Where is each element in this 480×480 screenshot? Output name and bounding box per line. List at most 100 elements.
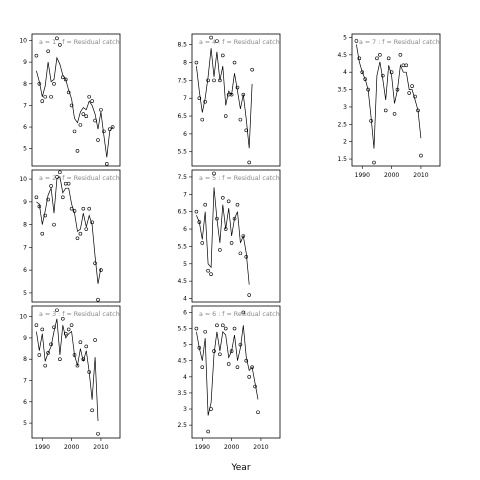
data-point — [218, 352, 222, 357]
y-tick-label: 5 — [183, 342, 187, 349]
data-point — [369, 119, 373, 123]
data-point — [209, 35, 213, 40]
data-point — [241, 92, 246, 97]
data-point — [375, 56, 379, 61]
panel-label: a = 2 : f = Residual catch — [39, 175, 120, 182]
y-tick-label: 4.5 — [177, 278, 187, 285]
data-point — [194, 326, 199, 331]
data-point — [250, 365, 254, 369]
data-point — [194, 60, 199, 65]
data-point — [197, 346, 202, 350]
data-point — [404, 63, 409, 68]
data-point — [244, 128, 249, 133]
data-point — [102, 129, 106, 134]
data-point — [93, 118, 97, 123]
y-tick-label: 10 — [19, 314, 27, 321]
data-point — [87, 94, 91, 99]
data-point — [232, 60, 237, 65]
data-point — [247, 160, 251, 165]
data-point — [200, 241, 205, 245]
data-point — [60, 75, 65, 80]
y-tick-label: 5 — [343, 34, 347, 41]
y-tick-label: 10 — [19, 176, 27, 183]
data-point — [378, 53, 382, 57]
data-point — [221, 195, 225, 200]
x-tick-label: 2000 — [384, 172, 399, 179]
data-point — [40, 99, 45, 103]
data-point — [63, 77, 68, 82]
data-point — [203, 202, 207, 207]
data-point — [241, 234, 246, 238]
data-point — [60, 195, 65, 200]
data-point — [407, 91, 412, 95]
data-point — [229, 92, 234, 97]
y-tick-label: 2 — [343, 139, 347, 146]
data-point — [410, 84, 414, 88]
y-tick-label: 7.5 — [177, 174, 187, 181]
fitted-line — [36, 56, 113, 158]
y-tick-label: 8 — [23, 81, 27, 88]
panel-frame — [31, 305, 121, 439]
data-point — [247, 375, 251, 379]
data-point — [75, 363, 80, 368]
data-point — [84, 114, 89, 119]
data-point — [81, 357, 86, 362]
data-point — [253, 384, 257, 389]
data-point — [49, 342, 53, 347]
y-tick-label: 5 — [23, 420, 27, 427]
chart-panels: 5 6 7 8 9 10 a = 1 : f = Residual catch 5 6 7 8 9 10… — [19, 33, 441, 451]
x-tick-label: 2000 — [64, 444, 79, 451]
panel-label: a = 7 : f = Residual catch — [359, 39, 440, 46]
data-point — [37, 204, 42, 209]
data-point — [226, 199, 231, 204]
data-point — [46, 49, 50, 54]
x-axis-label: Year — [230, 463, 250, 473]
x-tick-label: 2010 — [253, 444, 268, 451]
data-point — [197, 220, 202, 224]
y-tick-label: 3 — [343, 104, 347, 111]
y-tick-label: 4 — [183, 296, 187, 303]
data-point — [58, 170, 62, 175]
data-point — [34, 53, 39, 58]
data-point — [49, 184, 53, 188]
y-tick-label: 2.5 — [177, 422, 187, 429]
panel-frame — [31, 33, 121, 167]
y-tick-label: 7 — [23, 378, 27, 385]
data-point — [235, 85, 240, 90]
data-point — [46, 197, 50, 202]
data-point — [212, 171, 216, 176]
data-point — [58, 357, 62, 362]
data-point — [238, 117, 243, 122]
data-point — [81, 112, 86, 116]
y-tick-label: 8 — [23, 222, 27, 229]
data-point — [84, 227, 89, 231]
data-point — [232, 326, 237, 331]
data-point — [72, 353, 77, 357]
y-tick-label: 4.5 — [177, 358, 187, 365]
y-tick-label: 9 — [23, 335, 27, 342]
x-tick-label: 2000 — [224, 444, 239, 451]
chart-panel-7: 1.5 2 2.5 3 3.5 4 4.5 5 1990 2000 2010 a = 7 : f = … — [337, 33, 441, 179]
y-tick-label: 4.5 — [337, 52, 347, 59]
y-tick-label: 3 — [183, 406, 187, 413]
data-point — [416, 108, 420, 113]
y-tick-label: 7 — [183, 191, 187, 198]
data-point — [96, 138, 100, 142]
data-point — [200, 117, 205, 122]
data-point — [354, 39, 359, 43]
data-point — [90, 220, 94, 225]
data-point — [37, 81, 42, 86]
x-tick-label: 2010 — [93, 444, 108, 451]
data-point — [383, 108, 388, 113]
data-point — [63, 181, 68, 186]
data-point — [366, 87, 370, 92]
data-point — [357, 56, 362, 61]
data-point — [58, 43, 62, 47]
y-tick-label: 4 — [183, 374, 187, 381]
y-tick-label: 8.5 — [177, 42, 187, 49]
data-point — [218, 248, 222, 252]
y-tick-label: 9 — [23, 59, 27, 66]
y-tick-label: 7 — [183, 95, 187, 102]
y-tick-label: 6.5 — [177, 209, 187, 216]
